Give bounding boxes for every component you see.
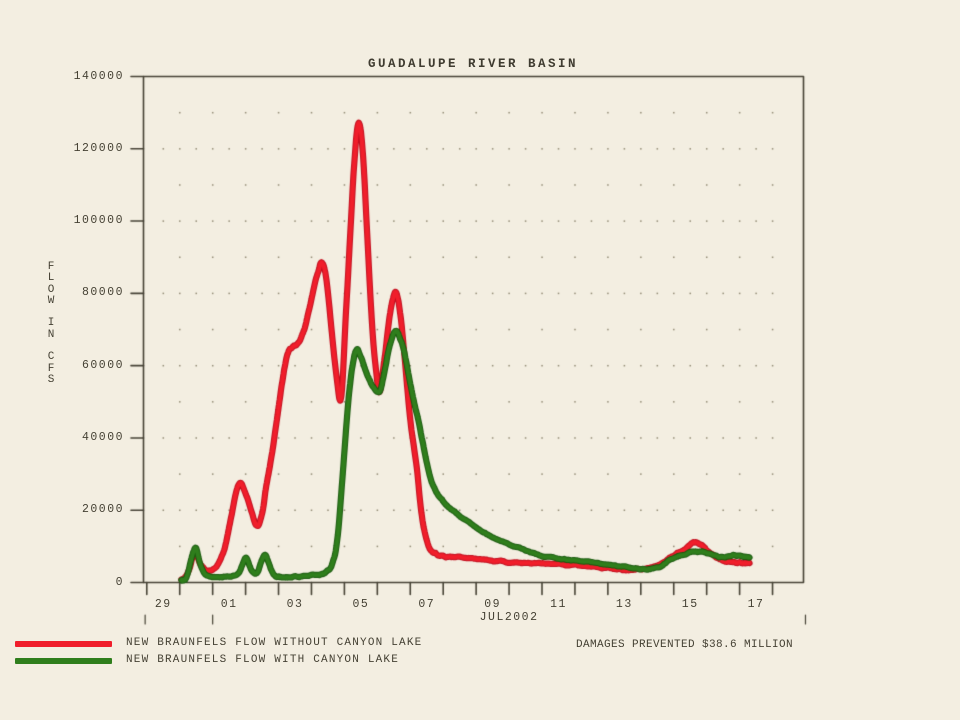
legend-label-with-canyon-lake: NEW BRAUNFELS FLOW WITH CANYON LAKE (126, 654, 400, 666)
y-tick-label: 0 (115, 575, 124, 589)
x-tick-label: 13 (615, 598, 633, 611)
y-tick-label: 20000 (81, 503, 124, 517)
legend-swatch-green (15, 658, 112, 664)
legend-label-without-canyon-lake: NEW BRAUNFELS FLOW WITHOUT CANYON LAKE (126, 637, 423, 649)
x-tick-label: 03 (286, 598, 304, 611)
damages-annotation: DAMAGES PREVENTED $38.6 MILLION (576, 639, 794, 651)
chart-title: GUADALUPE RIVER BASIN (367, 57, 579, 71)
x-tick-label: 05 (352, 598, 370, 611)
x-axis-period-label: JUL2002 (479, 611, 539, 624)
y-tick-label: 80000 (81, 286, 124, 300)
x-tick-label: 11 (550, 598, 567, 611)
x-tick-label: 07 (418, 598, 436, 611)
y-tick-label: 100000 (73, 214, 124, 228)
y-tick-label: 140000 (73, 69, 124, 83)
x-tick-label: 01 (220, 598, 238, 611)
x-tick-label: 15 (681, 598, 699, 611)
x-tick-label: 17 (747, 598, 765, 611)
x-tick-label: 09 (484, 598, 501, 611)
y-tick-label: 60000 (81, 358, 124, 372)
y-tick-label: 40000 (81, 430, 124, 444)
legend-swatch-red (15, 641, 112, 647)
x-tick-label: 29 (154, 598, 172, 611)
y-tick-label: 120000 (73, 141, 124, 155)
